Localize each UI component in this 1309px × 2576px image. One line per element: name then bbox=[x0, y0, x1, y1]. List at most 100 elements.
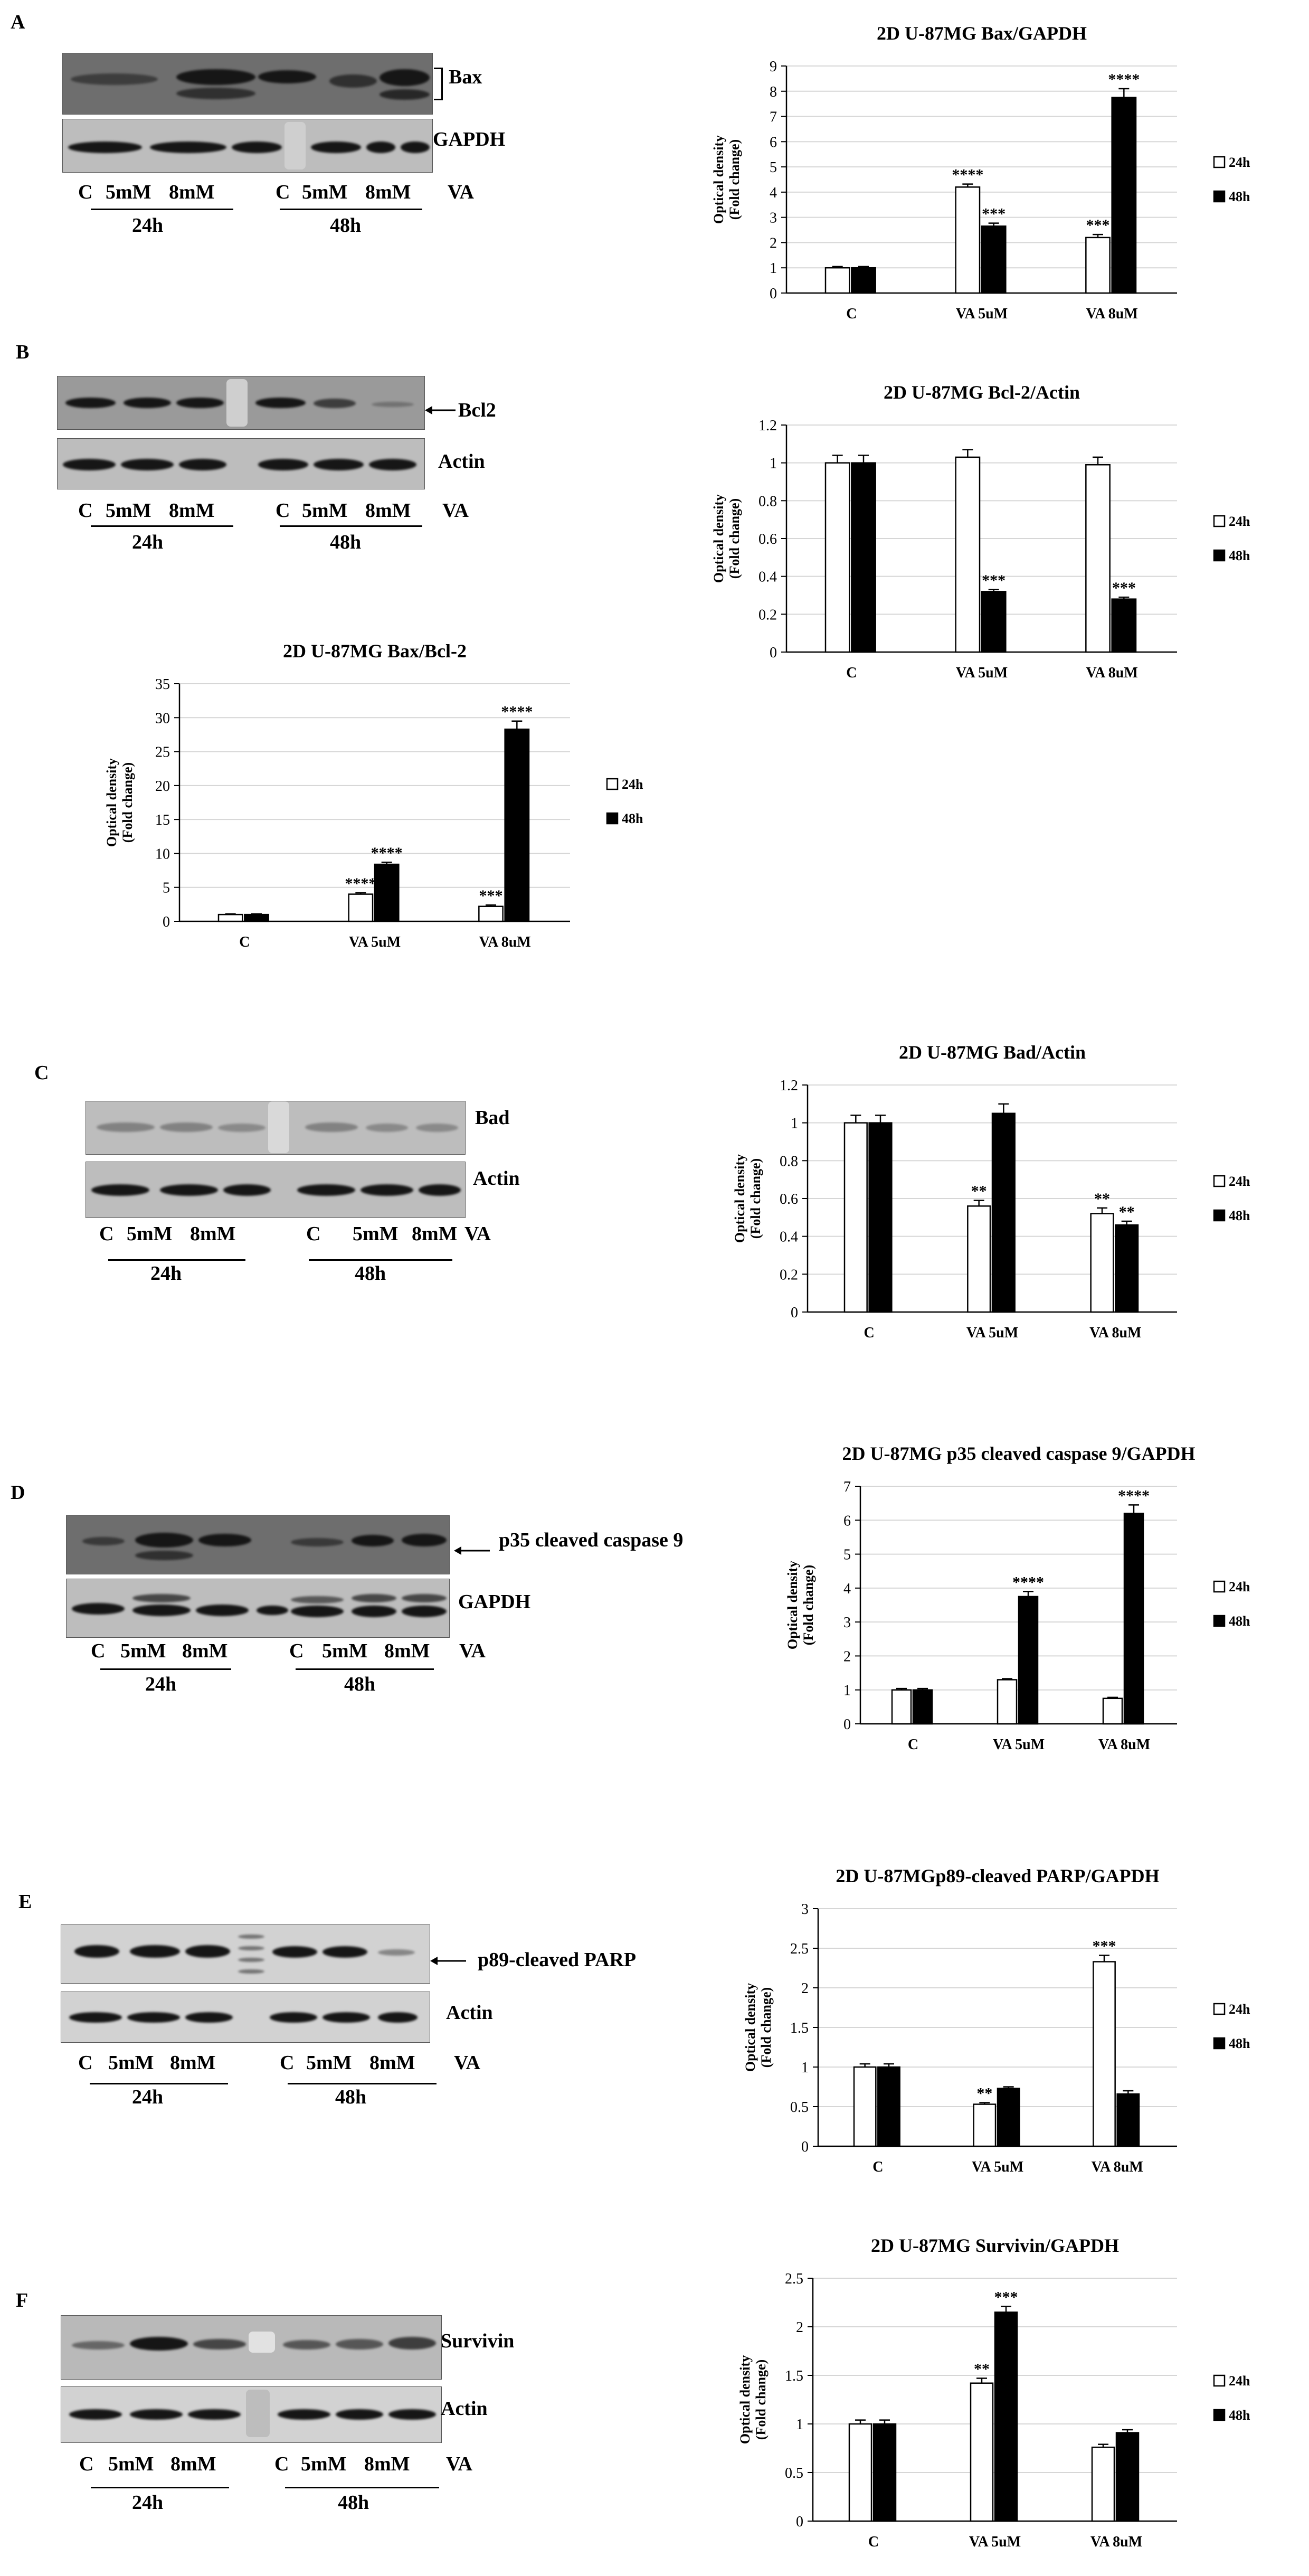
x-tick-label: VA 5uM bbox=[972, 2159, 1023, 2175]
y-axis-label: Optical density(Fold change) bbox=[743, 1983, 774, 2072]
bar-24h bbox=[824, 462, 850, 653]
y-tick-label: 10 bbox=[155, 846, 170, 862]
bcl2-label: Bcl2 bbox=[458, 399, 496, 421]
lane-8mm-24h-e: 8mM bbox=[170, 2052, 216, 2074]
bar-48h bbox=[851, 462, 876, 653]
y-axis-label-line: (Fold change) bbox=[748, 1158, 763, 1239]
significance-label: ** bbox=[1119, 1203, 1135, 1221]
bar-48h bbox=[997, 2088, 1020, 2147]
y-tick-label: 1 bbox=[801, 2060, 809, 2076]
underline-48h-b bbox=[280, 525, 422, 527]
y-tick-label: 0 bbox=[163, 914, 170, 930]
time-48h-f: 48h bbox=[338, 2492, 369, 2514]
bar-24h bbox=[348, 893, 374, 922]
y-tick-label: 1 bbox=[770, 456, 777, 472]
legend-label: 24h bbox=[1229, 1174, 1250, 1189]
bar-24h bbox=[1090, 1213, 1114, 1313]
bar-24h bbox=[843, 1122, 868, 1313]
x-tick-label: C bbox=[846, 306, 857, 322]
lane-5mm-24h-f: 5mM bbox=[108, 2453, 154, 2475]
lane-5mm-24h-a: 5mM bbox=[106, 181, 151, 203]
x-tick-label: VA 5uM bbox=[966, 1325, 1018, 1341]
x-tick-label: C bbox=[872, 2159, 883, 2175]
bar-48h bbox=[1111, 598, 1137, 653]
bar-48h bbox=[1115, 1224, 1139, 1313]
y-tick-label: 0.5 bbox=[790, 2099, 809, 2116]
parp-arrow bbox=[430, 1957, 466, 1965]
y-axis-label-line: (Fold change) bbox=[120, 762, 135, 843]
legend-swatch-24h bbox=[1213, 2374, 1226, 2387]
legend-label: 24h bbox=[1229, 2373, 1250, 2389]
y-tick-label: 7 bbox=[843, 1479, 851, 1495]
y-axis-label-line: Optical density bbox=[711, 135, 726, 224]
bcl2-arrow bbox=[425, 406, 456, 414]
chart-bax-gapdh: 2D U-87MG Bax/GAPDH 0 1 2 3 4 5 6 7 8 9 Optical den… bbox=[711, 23, 1250, 322]
lane-c-24h-d: C bbox=[91, 1640, 106, 1662]
bad-blot bbox=[86, 1101, 466, 1155]
va-label-b: VA bbox=[442, 499, 469, 522]
y-tick-label: 1 bbox=[791, 1116, 798, 1132]
underline-24h-f bbox=[91, 2487, 229, 2488]
legend-label: 48h bbox=[1229, 1208, 1250, 1223]
bar-24h bbox=[1085, 237, 1111, 294]
legend-swatch-24h bbox=[1213, 1175, 1226, 1187]
y-axis-label-line: Optical density bbox=[785, 1561, 800, 1649]
panel-letter-f: F bbox=[16, 2289, 29, 2311]
y-tick-label: 9 bbox=[770, 59, 777, 75]
underline-24h-b bbox=[91, 525, 233, 527]
chart-bad-actin: 2D U-87MG Bad/Actin 0 0.2 0.4 0.6 0.8 1 1.2 Opti… bbox=[732, 1042, 1250, 1341]
bar-24h bbox=[891, 1689, 912, 1725]
lane-c-48h-d: C bbox=[289, 1640, 304, 1662]
chart-title: 2D U-87MG Survivin/GAPDH bbox=[871, 2235, 1119, 2256]
chart-title: 2D U-87MGp89-cleaved PARP/GAPDH bbox=[836, 1865, 1159, 1886]
y-axis-label-line: Optical density bbox=[737, 2355, 753, 2444]
bar-48h bbox=[912, 1689, 933, 1725]
time-48h-b: 48h bbox=[330, 531, 362, 553]
x-tick-label: C bbox=[846, 665, 857, 681]
y-axis-label-line: (Fold change) bbox=[758, 1987, 774, 2068]
x-tick-label: VA 5uM bbox=[349, 934, 401, 950]
time-48h-a: 48h bbox=[330, 214, 362, 237]
casp9-blot bbox=[66, 1515, 450, 1574]
underline-24h-a bbox=[91, 209, 233, 210]
lane-5mm-48h-c: 5mM bbox=[353, 1223, 399, 1245]
bar-24h bbox=[973, 2103, 997, 2147]
bar-48h bbox=[1111, 97, 1137, 294]
actin-label-e: Actin bbox=[446, 2002, 493, 2024]
bar-24h bbox=[997, 1679, 1018, 1725]
y-tick-label: 15 bbox=[155, 812, 170, 828]
x-tick-label: VA 5uM bbox=[969, 2534, 1021, 2550]
legend-swatch-48h bbox=[1213, 2409, 1226, 2421]
legend-label: 48h bbox=[622, 811, 643, 826]
bar-48h bbox=[994, 2311, 1018, 2522]
y-tick-label: 2 bbox=[770, 235, 777, 251]
legend-label: 24h bbox=[1229, 2002, 1250, 2017]
legend-swatch-24h bbox=[1213, 1580, 1226, 1593]
bar-24h bbox=[1102, 1697, 1123, 1725]
x-tick-label: C bbox=[864, 1325, 875, 1341]
va-label-a: VA bbox=[448, 181, 474, 203]
bar-48h bbox=[1123, 1513, 1144, 1725]
lane-c-24h-b: C bbox=[78, 499, 93, 522]
chart-parp-gapdh: 2D U-87MGp89-cleaved PARP/GAPDH 0 0.5 1 1.5 2… bbox=[743, 1865, 1250, 2175]
time-24h-d: 24h bbox=[145, 1673, 177, 1695]
y-axis-label-line: Optical density bbox=[743, 1983, 758, 2072]
gapdh-blot-d bbox=[66, 1579, 450, 1638]
y-tick-label: 3 bbox=[770, 210, 777, 227]
lane-5mm-24h-b: 5mM bbox=[106, 499, 151, 522]
significance-label: ** bbox=[1094, 1190, 1110, 1207]
x-tick-label: C bbox=[868, 2534, 879, 2550]
legend-label: 24h bbox=[1229, 514, 1250, 529]
legend-swatch-48h bbox=[1213, 1615, 1226, 1627]
bar-48h bbox=[851, 267, 876, 294]
actin-blot-e bbox=[61, 1992, 430, 2043]
y-tick-label: 1.2 bbox=[780, 1078, 798, 1094]
y-tick-label: 35 bbox=[155, 676, 170, 693]
va-label-e: VA bbox=[454, 2052, 480, 2074]
y-tick-label: 0 bbox=[796, 2514, 803, 2530]
bar-24h bbox=[478, 905, 504, 922]
y-tick-label: 1 bbox=[770, 260, 777, 277]
y-tick-label: 2.5 bbox=[785, 2271, 803, 2287]
underline-48h-c bbox=[309, 1259, 452, 1261]
x-tick-label: VA 8uM bbox=[1098, 1737, 1150, 1753]
